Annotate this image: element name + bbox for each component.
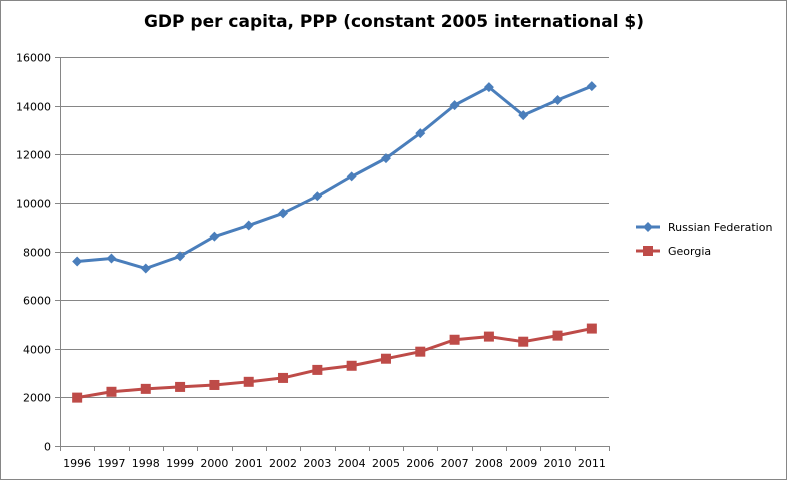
legend-label: Russian Federation — [668, 221, 772, 234]
square-marker — [243, 376, 254, 387]
diamond-marker — [140, 263, 151, 274]
square-marker — [278, 372, 289, 383]
diamond-marker — [449, 100, 460, 111]
x-tick-label: 2004 — [338, 457, 366, 470]
y-tick-label: 16000 — [16, 52, 51, 65]
diamond-marker — [552, 95, 563, 106]
diamond-marker — [72, 256, 83, 267]
y-tick-label: 10000 — [16, 198, 51, 211]
x-tick-label: 2001 — [235, 457, 263, 470]
x-tick-label: 2003 — [303, 457, 331, 470]
x-tick-label: 2005 — [372, 457, 400, 470]
square-marker — [449, 334, 460, 345]
y-tick-label: 14000 — [16, 101, 51, 114]
diamond-marker — [415, 128, 426, 139]
diamond-marker — [278, 208, 289, 219]
diamond-marker — [346, 171, 357, 182]
diamond-marker — [483, 82, 494, 93]
x-tick-label: 2006 — [406, 457, 434, 470]
x-tick-label: 1999 — [166, 457, 194, 470]
square-marker — [209, 379, 220, 390]
x-tick-label: 2008 — [475, 457, 503, 470]
y-tick-label: 2000 — [23, 392, 51, 405]
square-marker — [586, 323, 597, 334]
diamond-marker — [209, 231, 220, 242]
x-tick-label: 2000 — [200, 457, 228, 470]
x-tick-label: 1998 — [132, 457, 160, 470]
square-marker — [415, 346, 426, 357]
x-tick-label: 2007 — [441, 457, 469, 470]
y-tick-label: 0 — [44, 441, 51, 454]
y-tick-label: 12000 — [16, 149, 51, 162]
y-tick-label: 8000 — [23, 247, 51, 260]
series-line-0 — [77, 84, 593, 271]
x-tick-label: 2011 — [578, 457, 606, 470]
square-marker — [380, 353, 391, 364]
square-marker — [312, 364, 323, 375]
square-marker — [140, 383, 151, 394]
series-line-1 — [76, 327, 593, 400]
square-marker — [483, 331, 494, 342]
diamond-marker — [243, 220, 254, 231]
x-tick-label: 2002 — [269, 457, 297, 470]
diamond-marker — [106, 253, 117, 264]
chart-title: GDP per capita, PPP (constant 2005 inter… — [144, 12, 644, 32]
square-marker — [346, 360, 357, 371]
diamond-marker — [586, 81, 597, 92]
diamond-marker — [380, 153, 391, 164]
square-marker — [552, 330, 563, 341]
diamond-marker — [312, 191, 323, 202]
diamond-marker — [643, 222, 653, 232]
x-tick-label: 1997 — [97, 457, 125, 470]
x-tick-label: 1996 — [63, 457, 91, 470]
x-tick-label: 2009 — [509, 457, 537, 470]
square-marker — [643, 246, 653, 256]
x-tick-label: 2010 — [544, 457, 572, 470]
square-marker — [106, 386, 117, 397]
y-tick-label: 6000 — [23, 295, 51, 308]
diamond-marker — [518, 110, 529, 121]
square-marker — [518, 336, 529, 347]
square-marker — [175, 381, 186, 392]
y-tick-label: 4000 — [23, 344, 51, 357]
square-marker — [72, 392, 83, 403]
legend-label: Georgia — [668, 245, 711, 258]
diamond-marker — [175, 251, 186, 262]
